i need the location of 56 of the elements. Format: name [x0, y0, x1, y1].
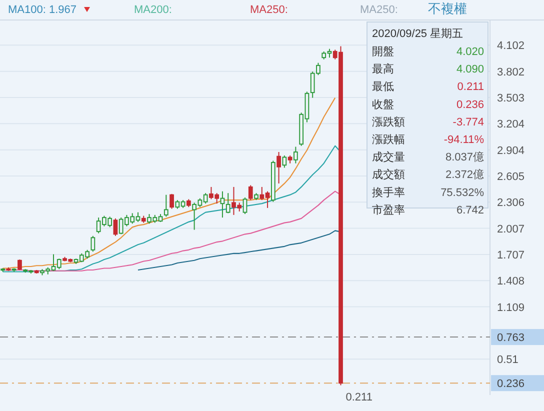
annotation: 收盤 [372, 98, 394, 111]
annotation: 漲跌額 [372, 115, 405, 128]
annotation: 開盤 [372, 46, 394, 58]
annotation: 6.742 [456, 204, 484, 216]
y-tick-label: 2.007 [497, 223, 525, 236]
annotation: 最低 [372, 81, 394, 94]
candlestick [226, 192, 230, 214]
y-tick-label: 1.109 [497, 302, 525, 314]
line-series [2, 97, 336, 269]
ref-line-label: 0.236 [497, 378, 525, 390]
y-tick-label: 3.503 [497, 92, 525, 105]
y-tick-label: 3.204 [497, 118, 525, 131]
y-tick-label: 0.51 [497, 354, 518, 366]
annotation: 4.090 [456, 64, 484, 76]
annotation: 成交額 [372, 168, 405, 182]
annotation: 0.211 [346, 391, 372, 404]
candlestick [113, 218, 118, 236]
text: MA100: 1.967 [8, 4, 76, 16]
candlestick [248, 184, 253, 201]
annotation: 75.532% [440, 186, 484, 199]
y-tick-label: 2.306 [497, 197, 525, 210]
annotation: 2.372億 [445, 168, 484, 182]
line-series [137, 230, 342, 271]
candlestick [90, 235, 96, 252]
ref-line-label: 0.763 [497, 332, 525, 344]
text: MA200: [134, 4, 172, 16]
candlestick [276, 151, 281, 184]
y-tick-label: 4.102 [497, 40, 525, 52]
candlestick [164, 194, 168, 218]
line-series [2, 145, 342, 272]
text: MA250: [360, 4, 398, 16]
annotation: 0.236 [456, 98, 484, 111]
candlestick [294, 146, 298, 164]
text: MA250: [250, 4, 288, 16]
text: 不複權 [428, 1, 467, 16]
candlestick [170, 193, 174, 210]
annotation: 成交量 [372, 150, 405, 164]
annotation: 4.020 [456, 46, 484, 58]
annotation: 換手率 [372, 186, 405, 199]
annotation: 2020/09/25 星期五 [372, 28, 464, 40]
annotation: 8.037億 [445, 150, 484, 164]
candlestick [242, 196, 248, 215]
candlestick [220, 190, 225, 218]
y-tick-label: 3.802 [497, 66, 525, 78]
y-tick-label: 1.408 [497, 276, 525, 288]
annotation: 最高 [372, 62, 394, 76]
y-tick-label: 1.707 [497, 250, 525, 262]
annotation: 0.211 [457, 81, 484, 94]
annotation: 市盈率 [372, 203, 405, 216]
y-tick-label: 2.904 [497, 144, 525, 157]
candlestick [282, 154, 287, 168]
annotation: -94.11% [444, 134, 484, 146]
annotation: 漲跌幅 [372, 134, 405, 146]
annotation: -3.774 [452, 116, 484, 128]
candlestick [18, 259, 22, 270]
y-tick-label: 2.605 [497, 171, 525, 184]
